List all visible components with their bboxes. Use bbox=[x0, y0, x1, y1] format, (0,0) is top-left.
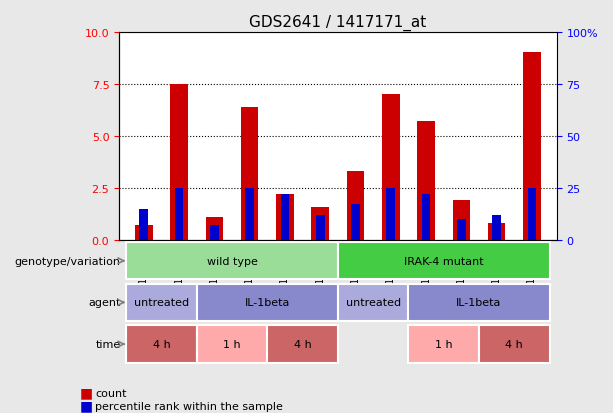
Text: untreated: untreated bbox=[134, 298, 189, 308]
Bar bbox=[139, 209, 148, 240]
Text: wild type: wild type bbox=[207, 256, 257, 266]
Bar bbox=[452, 201, 470, 240]
Bar bbox=[170, 84, 188, 240]
FancyBboxPatch shape bbox=[126, 284, 197, 321]
Text: genotype/variation: genotype/variation bbox=[15, 256, 121, 266]
Bar bbox=[417, 122, 435, 240]
Bar bbox=[422, 195, 430, 240]
Bar bbox=[241, 107, 259, 240]
Text: percentile rank within the sample: percentile rank within the sample bbox=[95, 401, 283, 411]
Text: 1 h: 1 h bbox=[223, 339, 241, 349]
Bar bbox=[311, 207, 329, 240]
Bar bbox=[210, 226, 219, 240]
FancyBboxPatch shape bbox=[338, 242, 550, 280]
Bar bbox=[382, 95, 400, 240]
Text: ■: ■ bbox=[80, 385, 93, 399]
FancyBboxPatch shape bbox=[126, 325, 197, 363]
Bar bbox=[528, 188, 536, 240]
Bar bbox=[492, 215, 501, 240]
FancyBboxPatch shape bbox=[338, 284, 408, 321]
Text: 4 h: 4 h bbox=[506, 339, 523, 349]
FancyBboxPatch shape bbox=[408, 325, 479, 363]
Bar bbox=[281, 195, 289, 240]
FancyBboxPatch shape bbox=[267, 325, 338, 363]
Text: untreated: untreated bbox=[346, 298, 401, 308]
Text: ■: ■ bbox=[80, 398, 93, 412]
FancyBboxPatch shape bbox=[126, 242, 338, 280]
Bar bbox=[135, 226, 153, 240]
Bar bbox=[386, 188, 395, 240]
Bar bbox=[245, 188, 254, 240]
Text: 4 h: 4 h bbox=[153, 339, 170, 349]
Text: agent: agent bbox=[88, 298, 121, 308]
FancyBboxPatch shape bbox=[408, 284, 550, 321]
Text: IL-1beta: IL-1beta bbox=[245, 298, 290, 308]
Bar bbox=[205, 217, 223, 240]
FancyBboxPatch shape bbox=[479, 325, 550, 363]
Bar bbox=[488, 224, 506, 240]
Bar bbox=[276, 195, 294, 240]
Text: 4 h: 4 h bbox=[294, 339, 311, 349]
Text: IL-1beta: IL-1beta bbox=[456, 298, 501, 308]
Bar bbox=[457, 220, 466, 240]
Bar bbox=[351, 205, 360, 240]
Text: 1 h: 1 h bbox=[435, 339, 452, 349]
Text: count: count bbox=[95, 389, 126, 399]
FancyBboxPatch shape bbox=[197, 284, 338, 321]
Bar bbox=[175, 188, 183, 240]
Text: IRAK-4 mutant: IRAK-4 mutant bbox=[404, 256, 484, 266]
Text: time: time bbox=[96, 339, 121, 349]
Title: GDS2641 / 1417171_at: GDS2641 / 1417171_at bbox=[249, 15, 427, 31]
Bar bbox=[347, 172, 364, 240]
Bar bbox=[523, 53, 541, 240]
Bar bbox=[316, 215, 325, 240]
FancyBboxPatch shape bbox=[197, 325, 267, 363]
